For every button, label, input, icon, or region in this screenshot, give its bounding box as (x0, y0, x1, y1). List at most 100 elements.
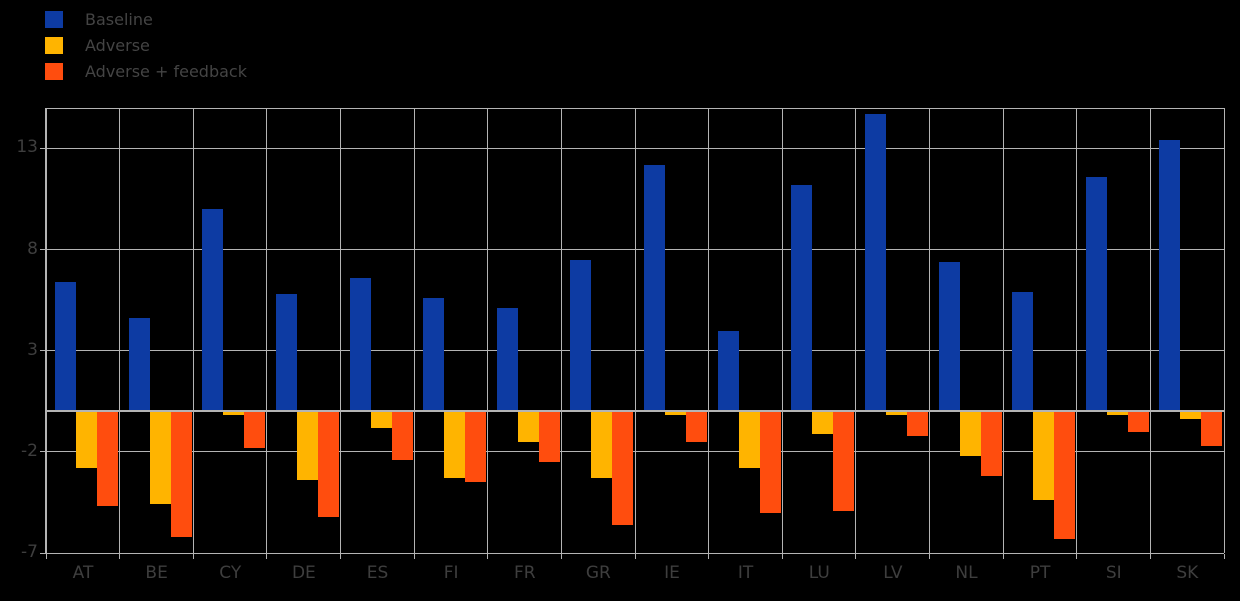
bar-adverse-feedback-fr (538, 411, 560, 462)
bar-baseline-es (349, 277, 371, 412)
gridline-vertical (413, 108, 415, 553)
legend-item-adverse-feedback: Adverse + feedback (45, 58, 247, 84)
y-axis-tick (40, 451, 46, 453)
x-axis-tick (45, 554, 47, 559)
bar-baseline-it (717, 330, 739, 412)
x-axis-tick (266, 554, 268, 559)
bar-adverse-feedback-fi (465, 411, 487, 483)
bar-adverse-lu (812, 411, 834, 434)
bar-baseline-pt (1012, 292, 1034, 412)
bar-adverse-cy (223, 411, 245, 416)
gridline-vertical (1076, 108, 1078, 553)
y-axis-tick-label: -2 (21, 440, 38, 461)
x-axis-tick-label: AT (72, 563, 94, 583)
bar-adverse-feedback-gr (612, 411, 634, 525)
bar-baseline-fr (496, 308, 518, 412)
bar-baseline-lv (864, 114, 886, 412)
legend-swatch-baseline-icon (45, 10, 63, 28)
gridline-vertical (1223, 108, 1225, 553)
bar-adverse-ie (665, 411, 686, 416)
bar-adverse-feedback-cy (244, 411, 266, 448)
bar-adverse-fi (444, 411, 466, 479)
x-axis-tick-label: LU (808, 563, 830, 583)
x-axis-tick (1076, 554, 1078, 559)
bar-adverse-feedback-be (170, 411, 192, 537)
y-axis-tick (40, 552, 46, 554)
bar-baseline-de (275, 294, 297, 412)
x-axis-tick-label: LV (883, 563, 903, 583)
bar-adverse-feedback-si (1127, 411, 1149, 432)
gridline-vertical (781, 108, 783, 553)
x-axis-tick-label: ES (366, 563, 389, 583)
bar-adverse-feedback-at (97, 411, 118, 507)
bar-adverse-de (296, 411, 318, 481)
x-axis-tick (634, 554, 636, 559)
bar-baseline-gr (570, 259, 592, 412)
bar-adverse-feedback-pt (1054, 411, 1076, 539)
bar-baseline-at (55, 281, 76, 412)
bar-adverse-lv (885, 411, 907, 416)
x-axis-tick-label: FR (513, 563, 536, 583)
gridline-vertical (708, 108, 710, 553)
bar-adverse-feedback-sk (1201, 411, 1223, 446)
bar-baseline-lu (791, 184, 813, 412)
x-axis-tick (929, 554, 930, 559)
bar-adverse-feedback-de (317, 411, 339, 517)
bar-adverse-pt (1033, 411, 1055, 501)
x-axis-tick (708, 554, 710, 559)
x-axis-tick-label: PT (1029, 563, 1051, 583)
y-axis-tick-label: 8 (27, 238, 38, 259)
x-axis-tick-label: DE (291, 563, 316, 583)
y-axis-tick (40, 249, 46, 251)
x-axis-tick-label: SI (1105, 563, 1122, 583)
gridline-horizontal (46, 552, 1224, 554)
bar-adverse-es (370, 411, 392, 428)
legend: Baseline Adverse Adverse + feedback (45, 6, 247, 84)
gridline-vertical (266, 108, 268, 553)
bar-baseline-si (1085, 176, 1107, 412)
x-axis-tick (413, 554, 415, 559)
x-axis-tick (192, 554, 194, 559)
zero-baseline (46, 410, 1224, 413)
legend-label-adverse: Adverse (85, 35, 150, 55)
bar-baseline-be (128, 318, 150, 412)
x-axis-tick (855, 554, 857, 559)
gridline-vertical (1002, 108, 1004, 553)
gridline-vertical (634, 108, 636, 553)
x-axis-tick-label: SK (1176, 563, 1199, 583)
x-axis-tick (560, 554, 562, 559)
x-axis-tick-label: NL (955, 563, 978, 583)
legend-item-baseline: Baseline (45, 6, 247, 32)
bar-adverse-gr (591, 411, 613, 479)
x-axis-tick-label: CY (219, 563, 242, 583)
bar-adverse-fr (517, 411, 539, 442)
gridline-vertical (192, 108, 194, 553)
gridline-vertical (119, 108, 121, 553)
legend-swatch-adverse-icon (45, 36, 63, 54)
legend-item-adverse: Adverse (45, 32, 247, 58)
bar-adverse-feedback-lv (906, 411, 928, 436)
bar-adverse-feedback-it (759, 411, 781, 513)
legend-label-adverse-feedback: Adverse + feedback (85, 61, 247, 81)
bar-adverse-it (738, 411, 760, 469)
bar-adverse-feedback-ie (686, 411, 707, 442)
bar-adverse-sk (1180, 411, 1202, 420)
x-axis-tick (1149, 554, 1151, 559)
legend-label-baseline: Baseline (85, 9, 153, 29)
x-axis-tick (487, 554, 489, 559)
y-axis-tick (40, 147, 46, 149)
x-axis-tick-label: BE (145, 563, 168, 583)
x-axis-tick (1223, 554, 1225, 559)
y-axis-tick-label: 3 (27, 339, 38, 360)
legend-swatch-adverse-feedback-icon (45, 62, 63, 80)
x-axis-tick-label: GR (585, 563, 611, 583)
bar-adverse-feedback-nl (980, 411, 1002, 477)
y-axis-tick-label: 13 (16, 137, 38, 158)
bar-adverse-at (76, 411, 97, 469)
bar-baseline-fi (423, 298, 445, 412)
gridline-vertical (487, 108, 489, 553)
bar-baseline-ie (644, 164, 665, 412)
gridline-vertical (340, 108, 341, 553)
x-axis-tick (340, 554, 341, 559)
